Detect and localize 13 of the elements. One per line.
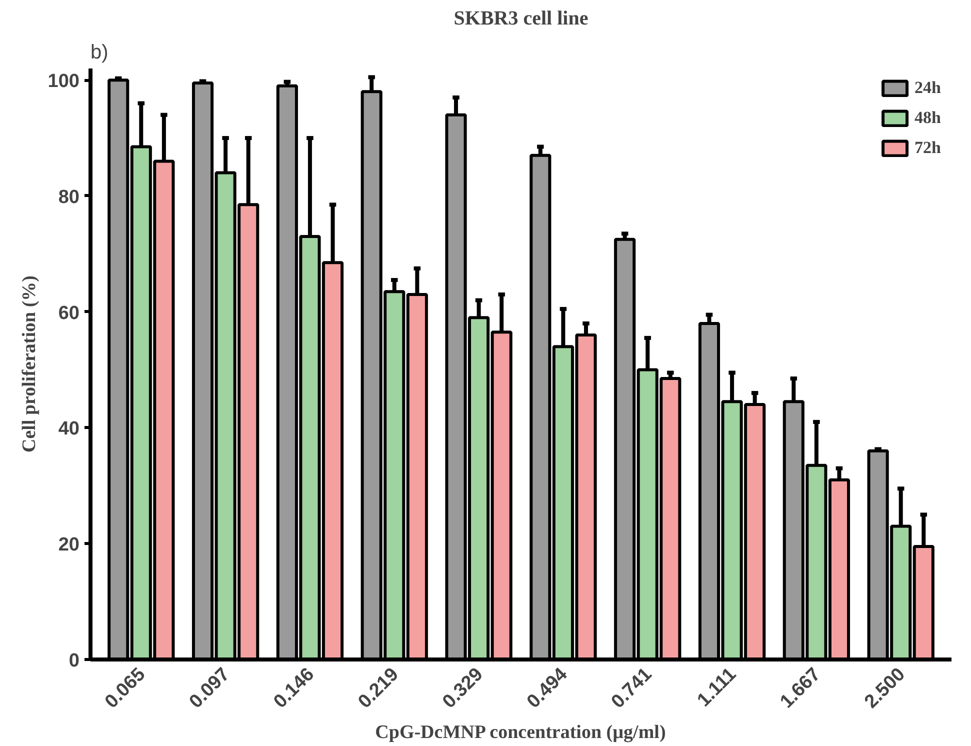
legend-label: 72h (914, 138, 941, 158)
y-tick-label: 60 (58, 302, 80, 324)
text: b) (90, 42, 108, 64)
y-tick-label: 0 (68, 650, 80, 672)
y-tick-label: 100 (48, 71, 80, 92)
y-tick-label: 20 (58, 534, 80, 556)
y-axis-title: Cell proliferation (%) (18, 276, 40, 452)
legend-label: 24h (914, 78, 941, 98)
x-axis-title: CpG-DcMNP concentration (µg/ml) (375, 722, 666, 744)
y-tick-label: 40 (58, 418, 80, 440)
chart-title: SKBR3 cell line (454, 8, 588, 30)
y-tick-label: 80 (58, 186, 80, 208)
legend-label: 48h (914, 108, 941, 128)
